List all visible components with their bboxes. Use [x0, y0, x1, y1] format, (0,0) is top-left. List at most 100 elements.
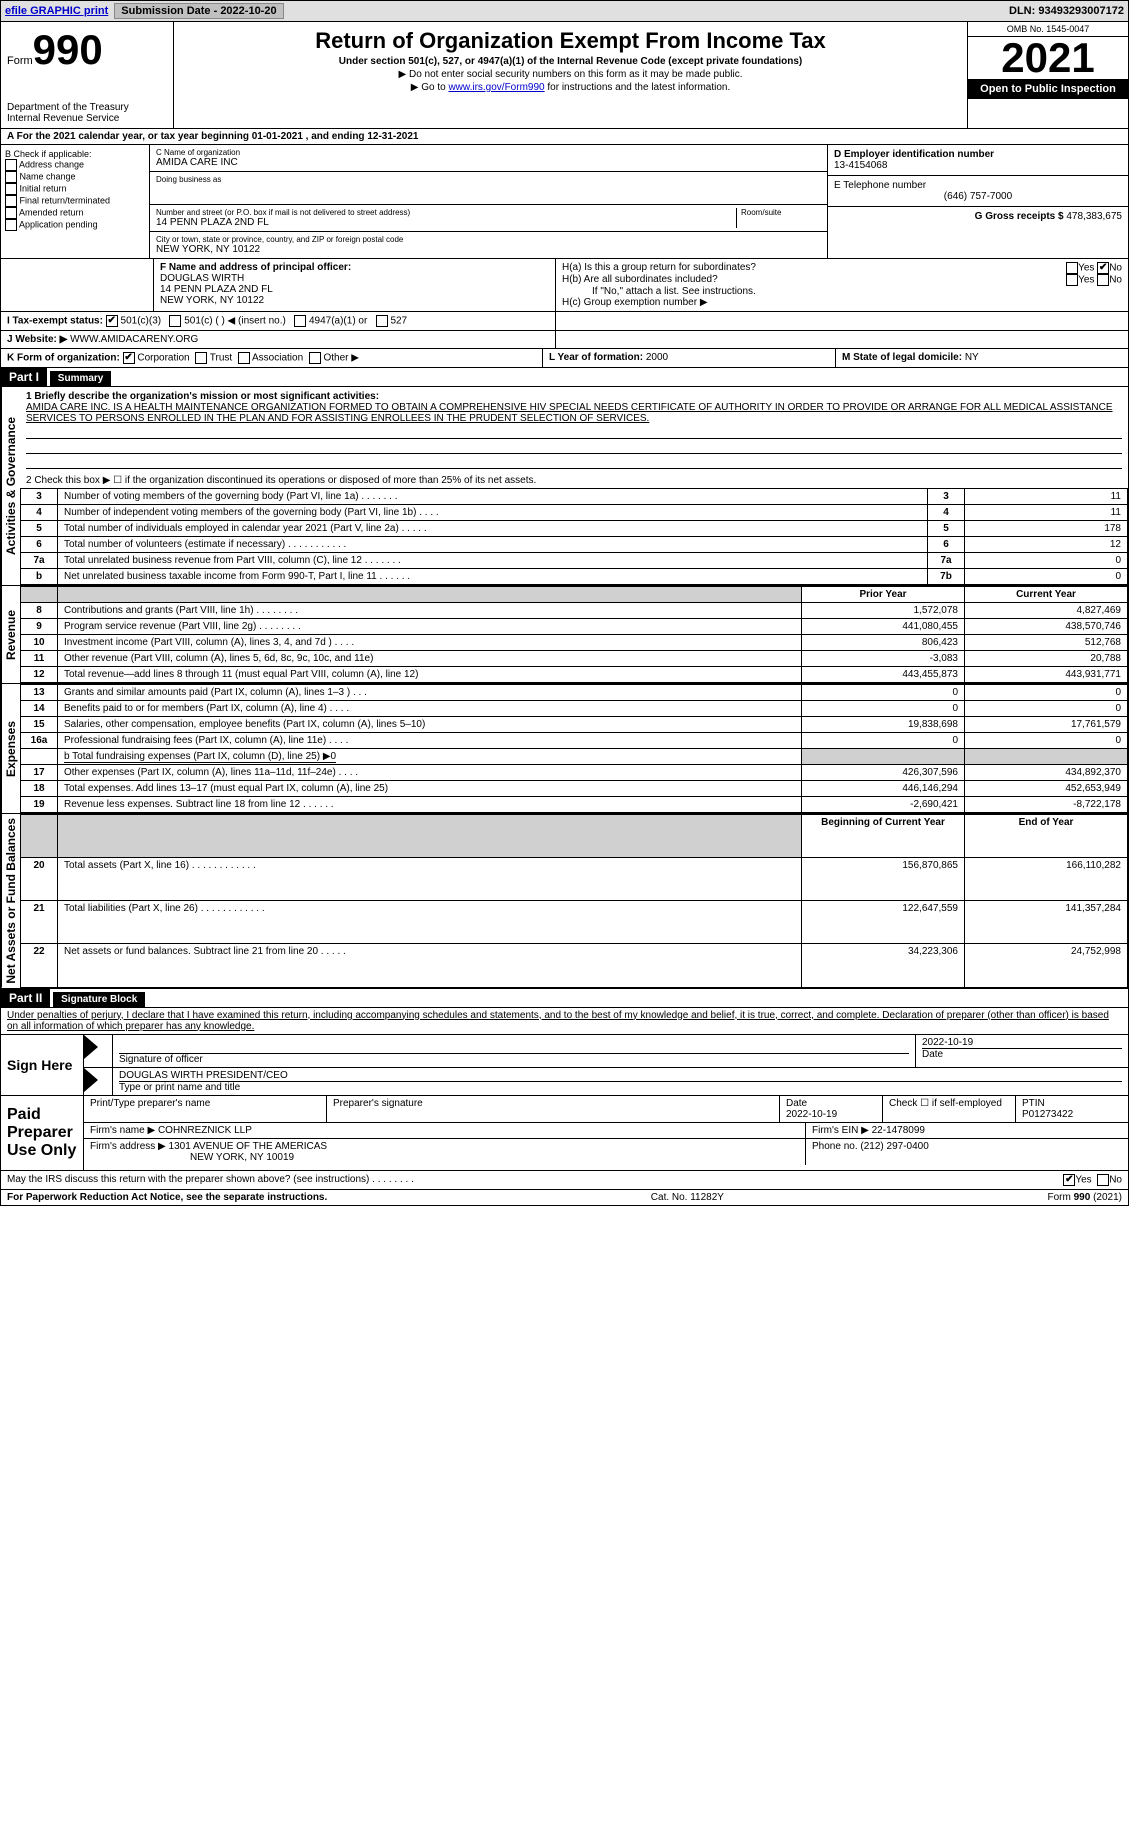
cb-501c[interactable] [169, 315, 181, 327]
line-num: 22 [21, 944, 58, 987]
checkbox-final[interactable] [5, 195, 17, 207]
officer-addr1: 14 PENN PLAZA 2ND FL [160, 284, 549, 295]
line-box: 6 [928, 537, 965, 553]
label-name-change: Name change [20, 171, 76, 181]
row-klm: K Form of organization: Corporation Trus… [0, 349, 1129, 368]
paid-preparer-block: Paid Preparer Use Only Print/Type prepar… [0, 1096, 1129, 1171]
end-val: 166,110,282 [965, 858, 1128, 901]
ha-yes-label: Yes [1078, 263, 1094, 274]
line-num: 9 [21, 619, 58, 635]
ha-no[interactable] [1097, 262, 1109, 274]
box-b: B Check if applicable: Address change Na… [1, 145, 150, 258]
cb-501c3[interactable] [106, 315, 118, 327]
current-val: 0 [965, 701, 1128, 717]
checkbox-initial[interactable] [5, 183, 17, 195]
submission-date-button[interactable]: Submission Date - 2022-10-20 [114, 3, 283, 19]
part1-badge: Part I [1, 368, 47, 386]
label-addr-change: Address change [19, 159, 84, 169]
line-label: Salaries, other compensation, employee b… [58, 717, 802, 733]
table-row: 17 Other expenses (Part IX, column (A), … [21, 765, 1128, 781]
hb-note: If "No," attach a list. See instructions… [562, 286, 1122, 297]
box-c: C Name of organization AMIDA CARE INC Do… [150, 145, 827, 258]
table-row: 15 Salaries, other compensation, employe… [21, 717, 1128, 733]
discuss-yes[interactable] [1063, 1174, 1075, 1186]
boxes-deg: D Employer identification number 13-4154… [827, 145, 1128, 258]
cb-4947[interactable] [294, 315, 306, 327]
table-row: 7a Total unrelated business revenue from… [21, 553, 1128, 569]
irs-link[interactable]: www.irs.gov/Form990 [448, 82, 544, 93]
line-val: 0 [965, 569, 1128, 585]
netassets-section: Net Assets or Fund Balances Beginning of… [0, 814, 1129, 989]
arrow-icon [84, 1068, 113, 1095]
ha-yes[interactable] [1066, 262, 1078, 274]
hb-yes[interactable] [1066, 274, 1078, 286]
box-h: H(a) Is this a group return for subordin… [555, 259, 1128, 311]
activities-section: Activities & Governance 1 Briefly descri… [0, 387, 1129, 586]
cb-other[interactable] [309, 352, 321, 364]
checkbox-addr-change[interactable] [5, 159, 17, 171]
line-label: Number of voting members of the governin… [58, 489, 928, 505]
firm-addr2: NEW YORK, NY 10019 [90, 1152, 294, 1163]
form-subtitle: Under section 501(c), 527, or 4947(a)(1)… [182, 56, 959, 67]
penalty-statement: Under penalties of perjury, I declare th… [0, 1008, 1129, 1035]
line-label: Investment income (Part VIII, column (A)… [58, 635, 802, 651]
checkbox-app-pending[interactable] [5, 219, 17, 231]
firm-addr-label: Firm's address ▶ [90, 1141, 166, 1152]
officer-name: DOUGLAS WIRTH [160, 273, 549, 284]
form-title-block: Return of Organization Exempt From Incom… [174, 22, 967, 128]
cb-527[interactable] [376, 315, 388, 327]
hb-no[interactable] [1097, 274, 1109, 286]
line2-check: 2 Check this box ▶ ☐ if the organization… [20, 473, 1128, 488]
cb-trust[interactable] [195, 352, 207, 364]
checkbox-name-change[interactable] [5, 171, 17, 183]
part1-title: Summary [50, 371, 112, 386]
side-netassets: Net Assets or Fund Balances [1, 814, 20, 988]
line-num: 3 [21, 489, 58, 505]
side-expenses: Expenses [1, 684, 20, 813]
revenue-table: Prior Year Current Year8 Contributions a… [20, 586, 1128, 683]
cb-corp[interactable] [123, 352, 135, 364]
line-label: Other expenses (Part IX, column (A), lin… [58, 765, 802, 781]
prior-val: 1,572,078 [802, 603, 965, 619]
label-other: Other ▶ [323, 353, 358, 364]
dept-irs: Internal Revenue Service [7, 113, 167, 124]
org-name-label: C Name of organization [156, 148, 821, 157]
line-label: Total revenue—add lines 8 through 11 (mu… [58, 667, 802, 683]
line-num: 13 [21, 685, 58, 701]
line-box: 4 [928, 505, 965, 521]
line-num: 16a [21, 733, 58, 749]
discuss-no-label: No [1109, 1174, 1122, 1185]
line-num: 21 [21, 901, 58, 944]
line-label: Program service revenue (Part VIII, line… [58, 619, 802, 635]
line-label: Total number of individuals employed in … [58, 521, 928, 537]
sign-here-block: Sign Here Signature of officer 2022-10-1… [0, 1035, 1129, 1096]
line-box: 5 [928, 521, 965, 537]
hb-yes-label: Yes [1078, 275, 1094, 286]
line-label: Total assets (Part X, line 16) . . . . .… [58, 858, 802, 901]
expenses-table: 13 Grants and similar amounts paid (Part… [20, 684, 1128, 813]
tax-year: 2021 [968, 37, 1128, 79]
checkbox-amended[interactable] [5, 207, 17, 219]
ein-label: D Employer identification number [834, 149, 1122, 160]
officer-addr2: NEW YORK, NY 10122 [160, 295, 549, 306]
prior-val: 443,455,873 [802, 667, 965, 683]
discuss-no[interactable] [1097, 1174, 1109, 1186]
begin-val: 34,223,306 [802, 944, 965, 987]
label-assoc: Association [252, 353, 303, 364]
website-value: WWW.AMIDACARENY.ORG [70, 334, 198, 345]
discuss-yes-label: Yes [1075, 1174, 1091, 1185]
cb-assoc[interactable] [238, 352, 250, 364]
begin-val: 156,870,865 [802, 858, 965, 901]
line-num: 6 [21, 537, 58, 553]
netassets-table: Beginning of Current Year End of Year20 … [20, 814, 1128, 988]
label-trust: Trust [210, 353, 232, 364]
line-num: 10 [21, 635, 58, 651]
table-row: b Net unrelated business taxable income … [21, 569, 1128, 585]
website-label: J Website: ▶ [7, 334, 67, 345]
efile-label[interactable]: efile GRAPHIC print [5, 5, 108, 17]
table-row: 21 Total liabilities (Part X, line 26) .… [21, 901, 1128, 944]
firm-ein-label: Firm's EIN ▶ [812, 1125, 869, 1136]
year-formation-value: 2000 [646, 352, 668, 363]
year-formation-label: L Year of formation: [549, 352, 643, 363]
line-label: Contributions and grants (Part VIII, lin… [58, 603, 802, 619]
